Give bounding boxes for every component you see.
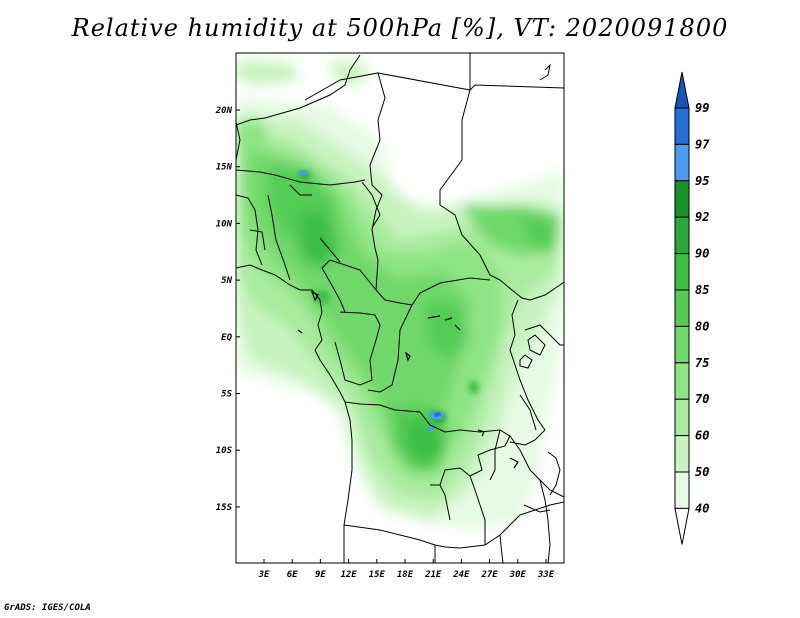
colorbar-segment: [674, 107, 690, 145]
colorbar-label: 70: [695, 392, 709, 406]
colorbar-label: 50: [695, 465, 709, 479]
lat-tick-label: 5S: [221, 390, 232, 400]
colorbar-segment: [674, 216, 690, 255]
lon-tick-label: 12E: [340, 570, 357, 580]
country-borders: [236, 53, 564, 563]
lon-tick-label: 3E: [258, 570, 270, 580]
colorbar-label: 90: [695, 247, 709, 261]
colorbar-label: 85: [695, 283, 709, 297]
lat-tick-label: EQ: [221, 333, 232, 343]
lon-tick-label: 24E: [452, 570, 470, 580]
lakes: [297, 290, 519, 469]
colorbar-label: 40: [695, 501, 709, 515]
chart-title: Relative humidity at 500hPa [%], VT: 202…: [71, 14, 729, 42]
humidity-field: [236, 60, 564, 530]
grads-credit: GrADS: IGES/COLA: [4, 603, 91, 613]
colorbar-segment: [674, 398, 690, 437]
colorbar-label: 60: [695, 429, 709, 443]
lon-tick-label: 21E: [424, 570, 442, 580]
longitude-axis: 3E 6E 9E 12E 15E 18E 21E 24E 27E 30E 33E: [258, 559, 555, 580]
colorbar-label: 95: [695, 174, 709, 188]
lat-tick-label: 10N: [216, 219, 233, 229]
lon-tick-label: 15E: [369, 570, 386, 580]
lat-tick-label: 20N: [215, 106, 233, 116]
colorbar-segment: [674, 289, 690, 327]
colorbar-top-arrow: [674, 71, 690, 109]
colorbar-label: 75: [695, 356, 709, 370]
colorbar-bottom-arrow: [674, 507, 690, 545]
colorbar-segment: [674, 143, 690, 182]
latitude-axis: 20N 15N 10N 5N EQ 5S 10S 15S: [215, 106, 240, 513]
colorbar-label: 99: [695, 101, 709, 115]
colorbar: 99 97 95 92 90 85 80 75 70 60 50 40: [674, 71, 710, 545]
lon-tick-label: 30E: [509, 570, 527, 580]
colorbar-label: 97: [695, 137, 710, 151]
lat-tick-label: 15S: [216, 503, 233, 513]
map-frame: [235, 52, 565, 564]
lon-tick-label: 27E: [480, 570, 498, 580]
lat-tick-label: 10S: [216, 446, 233, 456]
colorbar-segment: [674, 471, 690, 509]
lon-tick-label: 9E: [315, 570, 326, 580]
lat-tick-label: 5N: [221, 276, 232, 286]
colorbar-segment: [674, 325, 690, 364]
lat-tick-label: 15N: [216, 163, 233, 173]
colorbar-label: 80: [695, 319, 709, 333]
colorbar-segment: [674, 253, 690, 291]
colorbar-segment: [674, 362, 690, 400]
colorbar-segment: [674, 180, 690, 218]
lon-tick-label: 33E: [537, 570, 555, 580]
colorbar-label: 92: [695, 210, 709, 224]
lon-tick-label: 6E: [287, 570, 298, 580]
colorbar-segment: [674, 435, 690, 473]
lon-tick-label: 18E: [397, 570, 414, 580]
